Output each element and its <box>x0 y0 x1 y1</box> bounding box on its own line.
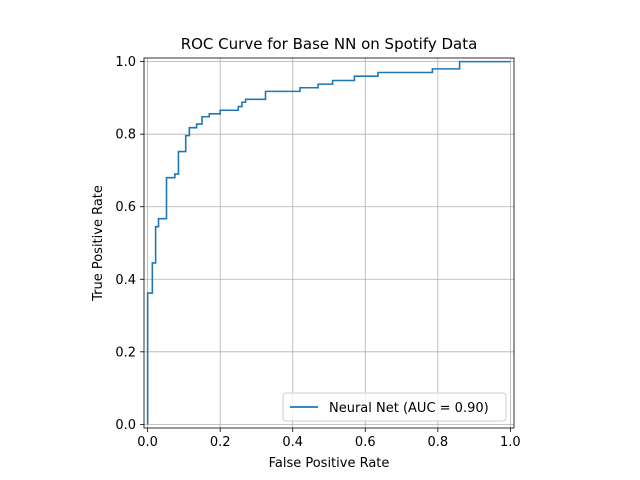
grid-lines <box>144 58 514 428</box>
legend: Neural Net (AUC = 0.90) <box>282 392 507 422</box>
y-tick-label: 0.2 <box>115 345 136 360</box>
roc-curve-line <box>146 60 511 425</box>
x-tick-label: 1.0 <box>500 435 521 450</box>
x-tick-label: 0.8 <box>427 435 448 450</box>
plot-area <box>144 58 514 428</box>
legend-box <box>282 392 507 422</box>
x-tick-label: 0.6 <box>355 435 376 450</box>
y-axis-ticks: 0.0 0.2 0.4 0.6 0.8 1.0 <box>115 55 144 433</box>
x-tick-label: 0.0 <box>137 435 158 450</box>
y-axis-label: True Positive Rate <box>91 185 106 302</box>
series-layer <box>146 60 511 425</box>
x-tick-label: 0.4 <box>282 435 303 450</box>
x-axis-ticks: 0.0 0.2 0.4 0.6 0.8 1.0 <box>137 428 521 450</box>
legend-label: Neural Net (AUC = 0.90) <box>329 401 489 416</box>
y-tick-label: 0.8 <box>115 128 136 143</box>
y-tick-label: 1.0 <box>115 55 136 70</box>
y-tick-label: 0.0 <box>115 418 136 433</box>
x-axis-label: False Positive Rate <box>269 456 390 471</box>
chart-title: ROC Curve for Base NN on Spotify Data <box>181 35 478 53</box>
plot-frame <box>143 57 515 429</box>
x-tick-label: 0.2 <box>210 435 231 450</box>
y-tick-label: 0.4 <box>115 273 136 288</box>
y-tick-label: 0.6 <box>115 200 136 215</box>
